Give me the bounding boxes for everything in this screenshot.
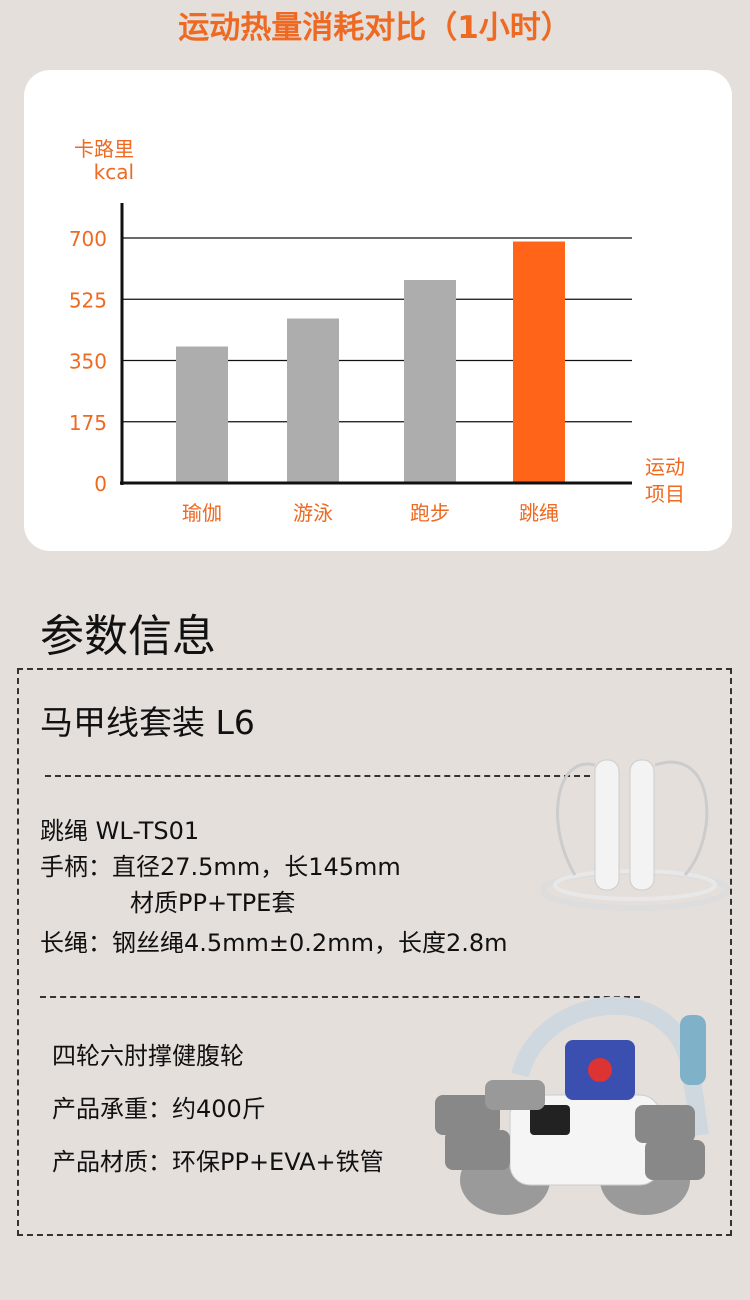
y-tick-label: 700	[69, 227, 107, 251]
y-tick-label: 350	[69, 350, 107, 374]
bar-2	[404, 280, 456, 483]
jump-rope-image	[540, 759, 730, 911]
rope-model: 跳绳 WL-TS01	[40, 817, 200, 845]
bar-chart: 0 175 350 525 700 瑜伽 游泳 跑步 跳绳	[69, 203, 632, 525]
y-tick-label: 175	[69, 411, 107, 435]
bar-1	[287, 318, 339, 483]
rope-handle-material: 材质PP+TPE套	[130, 889, 296, 917]
x-axis-label-line1: 运动	[645, 455, 685, 479]
chart-card	[24, 70, 732, 551]
divider	[40, 996, 640, 998]
section-title: 参数信息	[40, 611, 216, 662]
kit-name: 马甲线套装 L6	[40, 703, 255, 742]
y-axis-label: 卡路里	[74, 137, 134, 161]
rope-length: 长绳：钢丝绳4.5mm±0.2mm，长度2.8m	[40, 929, 508, 957]
x-tick-label: 跳绳	[519, 501, 559, 525]
ab-wheel-image	[435, 996, 709, 1215]
y-tick-label: 525	[69, 288, 107, 312]
x-tick-label: 游泳	[293, 501, 333, 525]
wheel-name: 四轮六肘撑健腹轮	[52, 1042, 244, 1070]
x-axis-label: 运动 项目	[645, 454, 685, 508]
chart-title: 运动热量消耗对比（1小时）	[178, 10, 572, 46]
divider	[45, 775, 590, 777]
bar-3	[513, 241, 565, 483]
wheel-load: 产品承重：约400斤	[52, 1095, 266, 1123]
x-axis-label-line2: 项目	[645, 482, 685, 506]
y-axis-unit: kcal	[93, 160, 134, 184]
y-tick-label: 0	[94, 472, 107, 496]
spec-box	[17, 668, 732, 1236]
x-tick-label: 瑜伽	[182, 501, 222, 525]
rope-handle: 手柄：直径27.5mm，长145mm	[40, 853, 401, 881]
x-tick-label: 跑步	[410, 501, 450, 525]
bar-0	[176, 346, 228, 483]
wheel-material: 产品材质：环保PP+EVA+铁管	[52, 1148, 384, 1176]
